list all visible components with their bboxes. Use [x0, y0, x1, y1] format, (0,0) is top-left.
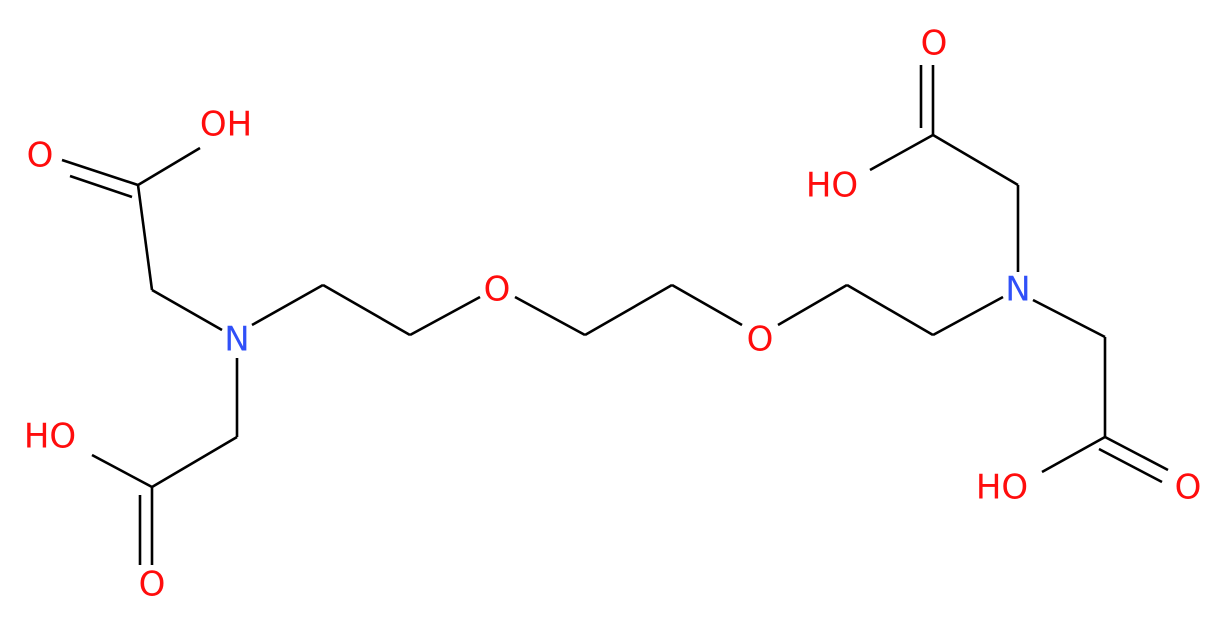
atom-label: OH	[200, 105, 252, 145]
atom-label: N	[1005, 270, 1030, 310]
atom-label: O	[139, 565, 166, 605]
atom-label: HO	[806, 166, 858, 206]
atom-label: HO	[976, 468, 1028, 508]
atom-label: O	[921, 24, 948, 64]
atom-label: O	[1175, 468, 1202, 508]
atom-label: N	[224, 320, 249, 360]
bonds	[61, 65, 1169, 565]
atom-label: O	[27, 136, 54, 176]
atom-label: HO	[24, 417, 76, 457]
atom-label: O	[747, 320, 774, 360]
atom-label: O	[484, 270, 511, 310]
